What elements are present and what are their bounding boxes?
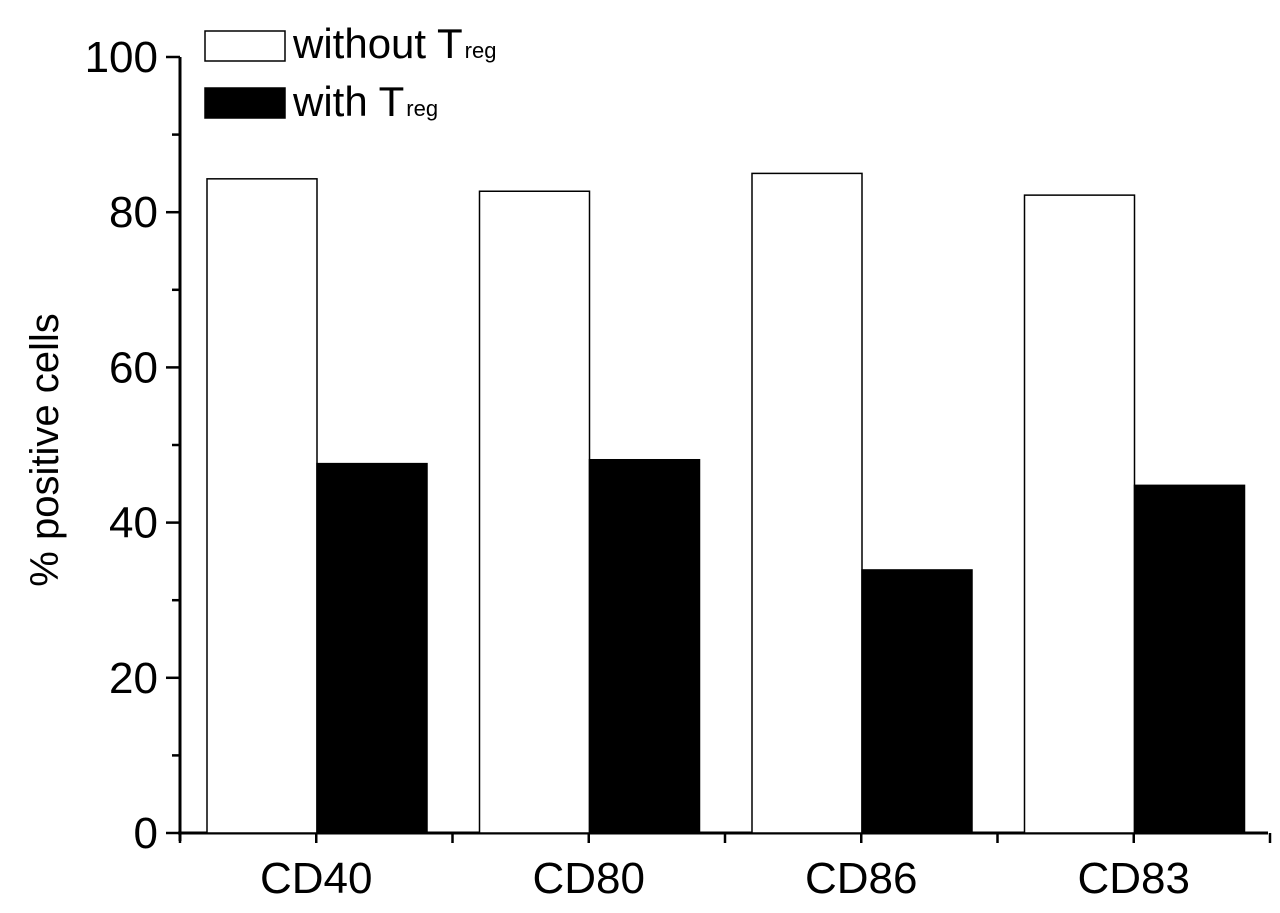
legend-swatch (204, 30, 286, 62)
tick-labels: 0 20 40 60 80 100 CD40 CD80 CD86 CD83 (85, 33, 1190, 903)
y-axis-label: % positive cells (23, 313, 67, 586)
legend-swatch (204, 87, 286, 119)
y-tick-label: 20 (109, 654, 158, 703)
bars (206, 172, 1246, 834)
x-tick-label: CD83 (1078, 854, 1191, 903)
bar-cd86-with-treg (861, 569, 973, 834)
legend-entry: with Treg (292, 78, 438, 125)
bar-cd80-with-treg (588, 458, 701, 834)
y-tick-label: 40 (109, 499, 158, 548)
bar-cd40-with-treg (316, 462, 428, 834)
bar-cd86-without-treg (751, 172, 863, 834)
x-tick-label: CD86 (805, 854, 918, 903)
bar-cd80-without-treg (478, 190, 591, 834)
bar-cd83-with-treg (1133, 484, 1246, 834)
x-tick-label: CD40 (260, 854, 373, 903)
y-tick-label: 0 (134, 809, 158, 858)
bar-cd40-without-treg (206, 178, 318, 834)
y-tick-label: 60 (109, 343, 158, 392)
legend: without Treg with Treg (204, 20, 496, 125)
y-tick-label: 80 (109, 188, 158, 237)
y-tick-label: 100 (85, 33, 158, 82)
legend-entry: without Treg (292, 20, 496, 67)
bar-cd83-without-treg (1023, 194, 1136, 834)
x-tick-label: CD80 (533, 854, 646, 903)
